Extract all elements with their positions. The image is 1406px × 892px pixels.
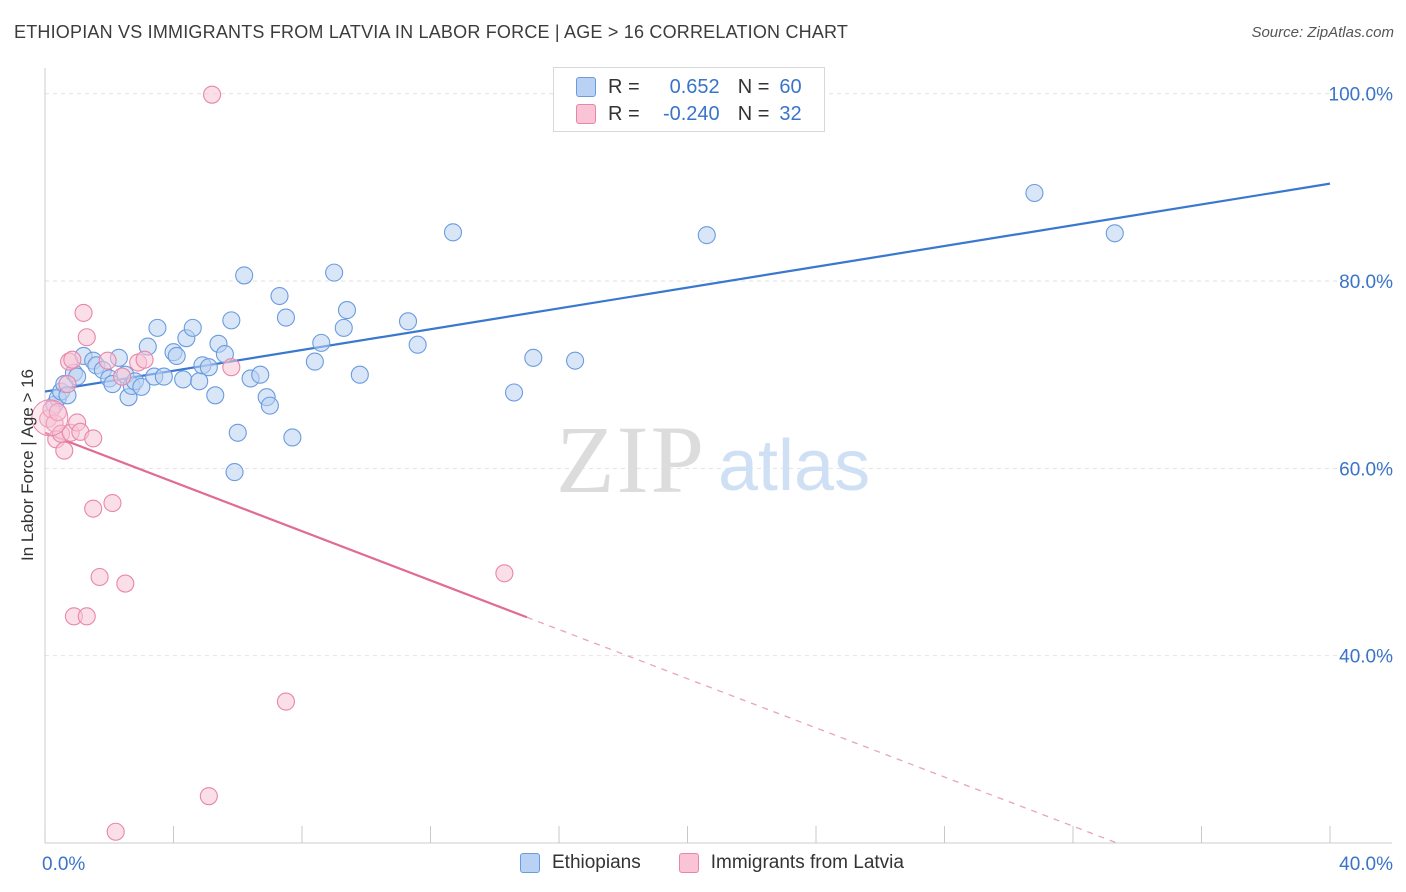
series-name-ethiopians: Ethiopians [552, 852, 641, 873]
data-point-latvia [203, 85, 222, 104]
data-point-latvia [58, 375, 77, 394]
data-point-ethiopians [443, 223, 463, 242]
data-point-ethiopians [132, 377, 151, 396]
y-tick-label: 60.0% [1339, 459, 1393, 480]
data-point-ethiopians [199, 358, 218, 377]
watermark: ZIP atlas [556, 406, 870, 513]
series-swatch-ethiopians [520, 853, 540, 873]
legend-n-value: 32 [779, 102, 802, 125]
watermark-atlas: atlas [718, 426, 870, 506]
data-point-ethiopians [697, 226, 716, 245]
legend-n-label: N = [737, 75, 770, 98]
data-point-ethiopians [566, 351, 585, 370]
axes [44, 68, 1392, 844]
data-point-ethiopians [206, 386, 225, 405]
x-tick-label: 40.0% [1339, 854, 1393, 875]
axis-ticks [44, 826, 1331, 843]
legend-r-value: -0.240 [662, 102, 720, 125]
tick-labels: 40.0% 60.0% 80.0% 100.0% 0.0% 40.0% [42, 85, 1393, 875]
data-point-latvia [84, 499, 103, 518]
data-point-ethiopians [167, 346, 186, 366]
data-point-latvia [116, 574, 135, 593]
data-point-ethiopians [312, 333, 331, 352]
grid-lines [45, 93, 1392, 657]
data-point-ethiopians [222, 311, 241, 330]
data-point-ethiopians [183, 318, 202, 337]
data-point-ethiopians [1025, 183, 1044, 203]
series-swatch-latvia [678, 853, 699, 873]
data-point-latvia [74, 303, 93, 322]
data-point-ethiopians [148, 318, 167, 337]
data-point-latvia [90, 567, 109, 587]
trend-line-0 [44, 182, 1331, 393]
data-points [31, 85, 1124, 841]
data-point-latvia [63, 350, 82, 369]
data-point-latvia [276, 692, 295, 711]
data-point-latvia [222, 358, 241, 377]
data-point-latvia [48, 403, 67, 422]
data-point-ethiopians [1105, 224, 1124, 243]
y-tick-label: 80.0% [1339, 272, 1393, 293]
data-point-latvia [106, 822, 125, 841]
trend-extension-1 [526, 616, 1118, 844]
watermark-zip: ZIP [556, 406, 706, 513]
data-point-ethiopians [225, 463, 244, 482]
stats-legend: R = 0.652 N = 60 R = -0.240 N = 32 [553, 67, 825, 132]
trend-line-1 [44, 431, 528, 619]
data-point-ethiopians [524, 348, 543, 367]
legend-n-value: 60 [779, 75, 802, 98]
data-point-latvia [77, 607, 96, 626]
legend-swatch-latvia [576, 104, 596, 124]
data-point-ethiopians [325, 263, 344, 282]
data-point-ethiopians [398, 312, 418, 331]
data-point-ethiopians [504, 383, 524, 402]
data-point-ethiopians [260, 396, 279, 415]
x-tick-label: 0.0% [42, 854, 85, 875]
data-point-ethiopians [337, 301, 357, 320]
y-tick-label: 40.0% [1339, 647, 1393, 668]
data-point-latvia [135, 350, 154, 369]
trend-lines [44, 182, 1331, 844]
data-point-ethiopians [276, 308, 295, 327]
data-point-latvia [55, 441, 74, 460]
legend-row-ethiopians: R = 0.652 N = 60 [576, 74, 802, 100]
data-point-latvia [495, 564, 514, 583]
data-point-ethiopians [174, 370, 193, 389]
data-point-ethiopians [350, 365, 369, 384]
data-point-ethiopians [283, 428, 302, 447]
legend-n-label: N = [737, 102, 770, 125]
source-label: Source: ZipAtlas.com [1251, 24, 1394, 41]
data-point-ethiopians [270, 286, 289, 306]
y-axis-label: In Labor Force | Age > 16 [18, 368, 37, 562]
data-point-latvia [84, 429, 103, 448]
data-point-ethiopians [408, 335, 427, 354]
data-point-ethiopians [305, 352, 324, 371]
legend-r-label: R = [608, 75, 640, 98]
data-point-latvia [103, 493, 122, 513]
data-point-ethiopians [154, 367, 173, 386]
series-name-latvia: Immigrants from Latvia [710, 852, 904, 873]
data-point-latvia [199, 787, 218, 806]
data-point-cluster [31, 399, 69, 437]
legend-r-label: R = [608, 102, 640, 125]
series-legend: Ethiopians Immigrants from Latvia [520, 852, 942, 874]
data-point-latvia [98, 351, 117, 370]
data-point-latvia [113, 367, 132, 386]
legend-r-value: 0.652 [669, 75, 720, 98]
legend-swatch-ethiopians [576, 77, 596, 97]
data-point-ethiopians [251, 365, 270, 384]
data-point-ethiopians [235, 266, 254, 285]
data-point-ethiopians [334, 318, 353, 337]
chart-title: ETHIOPIAN VS IMMIGRANTS FROM LATVIA IN L… [14, 22, 849, 42]
data-point-latvia [77, 328, 96, 347]
data-point-ethiopians [228, 423, 247, 442]
legend-row-latvia: R = -0.240 N = 32 [576, 101, 802, 127]
series-legend-latvia: Immigrants from Latvia [678, 852, 904, 874]
series-legend-ethiopians: Ethiopians [520, 852, 641, 874]
y-tick-label: 100.0% [1329, 85, 1394, 106]
